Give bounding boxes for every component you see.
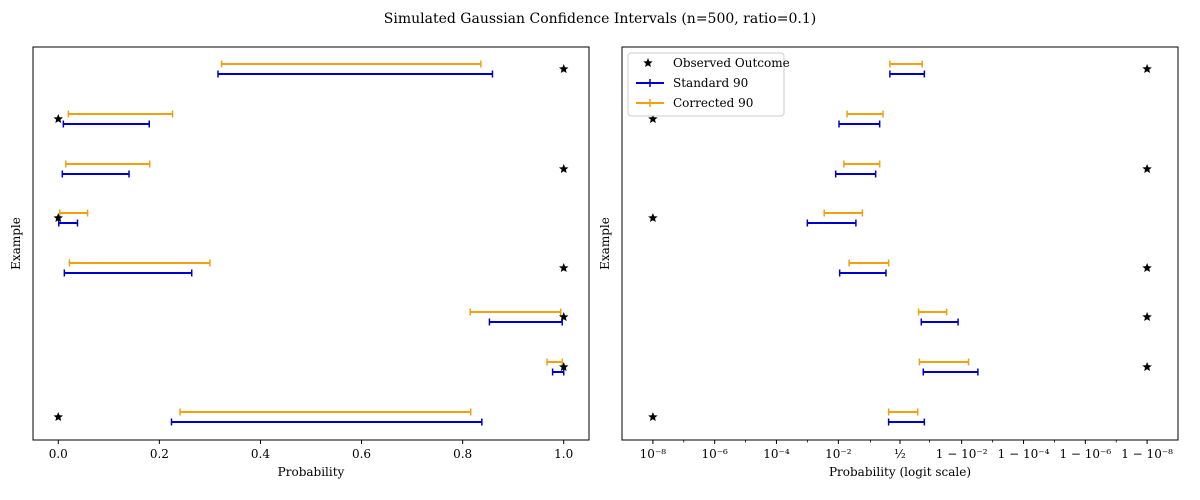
legend-observed-label: Observed Outcome [673, 56, 790, 70]
legend: Observed Outcome Standard 90 Corrected 90 [627, 52, 790, 117]
observed-outcome-marker [648, 412, 658, 422]
x-tick-label: 10⁻² [825, 447, 852, 461]
observed-outcome-marker [1142, 164, 1152, 174]
figure-title: Simulated Gaussian Confidence Intervals … [384, 11, 816, 27]
axes-frame [32, 46, 590, 441]
observed-outcome-marker [1142, 263, 1152, 273]
observed-outcome-marker [1142, 64, 1152, 74]
x-tick-label: ½ [894, 447, 906, 461]
observed-outcome-marker [53, 213, 64, 223]
observed-outcome-marker [558, 362, 569, 372]
legend-box [627, 52, 785, 117]
observed-outcome-marker [1142, 312, 1152, 322]
y-axis-label: Example [598, 217, 612, 270]
x-tick-label: 0.2 [150, 447, 169, 461]
legend-corrected-label: Corrected 90 [673, 96, 753, 110]
x-axis-label: Probability (logit scale) [829, 465, 971, 479]
observed-outcome-marker [648, 114, 658, 124]
x-tick-label: 0.6 [352, 447, 371, 461]
x-tick-label: 1 − 10⁻² [936, 447, 988, 461]
x-tick-label: 0.8 [453, 447, 472, 461]
observed-outcome-marker [1142, 362, 1152, 372]
left-panel: 0.0 0.2 0.4 0.6 0.8 1.0 Probability Example [9, 46, 590, 479]
observed-outcome-marker [53, 114, 64, 124]
observed-outcome-marker [558, 263, 569, 273]
legend-observed-marker [643, 58, 653, 68]
x-tick-label: 0.0 [49, 447, 68, 461]
observed-outcome-marker [558, 312, 569, 322]
x-tick-label: 10⁻⁴ [763, 447, 790, 461]
y-axis-label: Example [9, 217, 23, 270]
x-tick-label: 1.0 [554, 447, 573, 461]
right-panel: 10⁻⁸ 10⁻⁶ 10⁻⁴ 10⁻² ½ 1 − 10⁻² 1 − 10⁻⁴ 1 − 10⁻… [598, 46, 1179, 479]
observed-outcome-marker [53, 412, 64, 422]
observed-outcome-marker [648, 213, 658, 223]
x-tick-label: 1 − 10⁻⁶ [1059, 447, 1111, 461]
x-tick-label: 1 − 10⁻⁸ [1121, 447, 1173, 461]
x-tick-label: 10⁻⁸ [640, 447, 667, 461]
observed-outcome-marker [558, 64, 569, 74]
x-tick-label: 1 − 10⁻⁴ [998, 447, 1050, 461]
x-axis-label: Probability [278, 465, 345, 479]
x-tick-label: 0.4 [251, 447, 270, 461]
legend-standard-label: Standard 90 [673, 76, 748, 90]
observed-outcome-marker [558, 164, 569, 174]
x-tick-label: 10⁻⁶ [701, 447, 728, 461]
